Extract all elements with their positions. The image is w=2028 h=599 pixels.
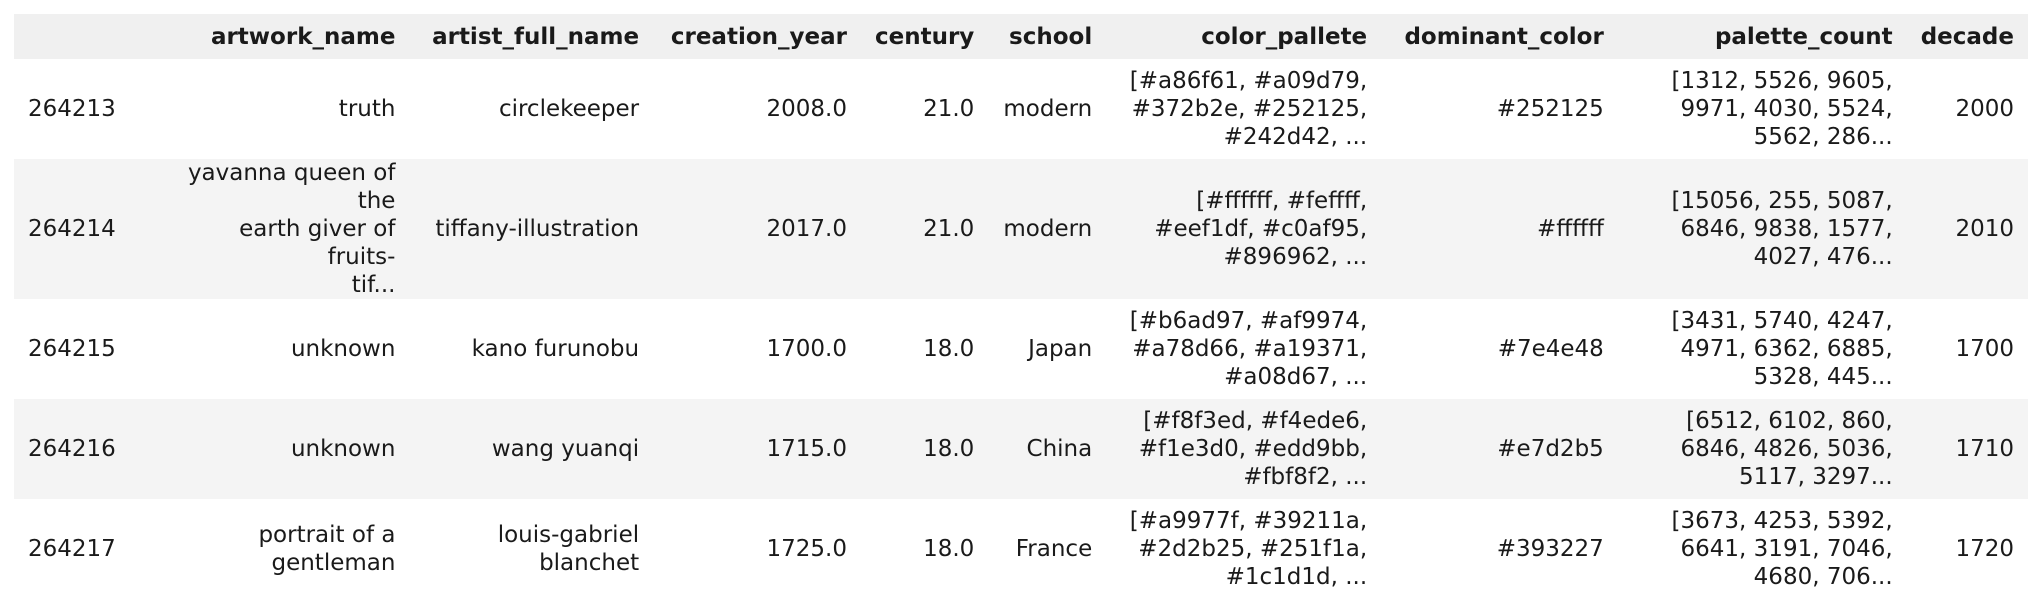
cell-artist-full-name: circlekeeper [409,59,654,159]
cell-artwork-name: unknown [153,399,410,499]
table-row: 264216 unknown wang yuanqi 1715.0 18.0 C… [14,399,2028,499]
cell-school: Japan [988,299,1107,399]
cell-index: 264213 [14,59,154,159]
cell-artist-full-name: louis-gabriel blanchet [409,499,654,599]
header-artwork-name: artwork_name [153,14,410,59]
cell-index: 264215 [14,299,154,399]
table-row: 264213 truth circlekeeper 2008.0 21.0 mo… [14,59,2028,159]
cell-palette-count: [3431, 5740, 4247, 4971, 6362, 6885, 532… [1617,299,1907,399]
cell-creation-year: 1715.0 [653,399,861,499]
cell-dominant-color: #e7d2b5 [1381,399,1618,499]
cell-decade: 2000 [1906,59,2028,159]
cell-color-pallete: [#b6ad97, #af9974, #a78d66, #a19371, #a0… [1106,299,1382,399]
cell-artist-full-name: wang yuanqi [409,399,654,499]
cell-creation-year: 2017.0 [653,159,861,299]
cell-color-pallete: [#a9977f, #39211a, #2d2b25, #251f1a, #1c… [1106,499,1382,599]
cell-dominant-color: #252125 [1381,59,1618,159]
table-header: artwork_name artist_full_name creation_y… [14,14,2028,59]
header-palette-count: palette_count [1617,14,1907,59]
cell-index: 264216 [14,399,154,499]
cell-artwork-name: yavanna queen of the earth giver of frui… [153,159,410,299]
cell-decade: 1710 [1906,399,2028,499]
cell-palette-count: [6512, 6102, 860, 6846, 4826, 5036, 5117… [1617,399,1907,499]
cell-palette-count: [1312, 5526, 9605, 9971, 4030, 5524, 556… [1617,59,1907,159]
header-century: century [860,14,989,59]
header-decade: decade [1906,14,2028,59]
cell-creation-year: 2008.0 [653,59,861,159]
table-body: 264213 truth circlekeeper 2008.0 21.0 mo… [14,59,2028,599]
header-school: school [988,14,1107,59]
header-row: artwork_name artist_full_name creation_y… [14,14,2028,59]
dataframe-table: artwork_name artist_full_name creation_y… [14,14,2028,599]
cell-artwork-name: truth [153,59,410,159]
cell-century: 21.0 [860,59,989,159]
cell-century: 18.0 [860,399,989,499]
cell-artwork-name: unknown [153,299,410,399]
cell-color-pallete: [#ffffff, #feffff, #eef1df, #c0af95, #89… [1106,159,1382,299]
cell-decade: 1720 [1906,499,2028,599]
table-row: 264217 portrait of a gentleman louis-gab… [14,499,2028,599]
cell-color-pallete: [#f8f3ed, #f4ede6, #f1e3d0, #edd9bb, #fb… [1106,399,1382,499]
cell-palette-count: [15056, 255, 5087, 6846, 9838, 1577, 402… [1617,159,1907,299]
table-row: 264215 unknown kano furunobu 1700.0 18.0… [14,299,2028,399]
cell-century: 21.0 [860,159,989,299]
cell-century: 18.0 [860,499,989,599]
cell-artist-full-name: tiffany-illustration [409,159,654,299]
cell-index: 264217 [14,499,154,599]
cell-school: China [988,399,1107,499]
cell-index: 264214 [14,159,154,299]
cell-creation-year: 1700.0 [653,299,861,399]
header-creation-year: creation_year [653,14,861,59]
cell-decade: 1700 [1906,299,2028,399]
header-dominant-color: dominant_color [1381,14,1618,59]
dataframe-container: artwork_name artist_full_name creation_y… [14,14,2028,599]
cell-decade: 2010 [1906,159,2028,299]
cell-artist-full-name: kano furunobu [409,299,654,399]
header-index [14,14,154,59]
cell-school: France [988,499,1107,599]
cell-palette-count: [3673, 4253, 5392, 6641, 3191, 7046, 468… [1617,499,1907,599]
cell-school: modern [988,159,1107,299]
cell-school: modern [988,59,1107,159]
cell-dominant-color: #ffffff [1381,159,1618,299]
cell-artwork-name: portrait of a gentleman [153,499,410,599]
cell-century: 18.0 [860,299,989,399]
cell-dominant-color: #7e4e48 [1381,299,1618,399]
cell-color-pallete: [#a86f61, #a09d79, #372b2e, #252125, #24… [1106,59,1382,159]
header-color-pallete: color_pallete [1106,14,1382,59]
cell-dominant-color: #393227 [1381,499,1618,599]
table-row: 264214 yavanna queen of the earth giver … [14,159,2028,299]
header-artist-full-name: artist_full_name [409,14,654,59]
cell-creation-year: 1725.0 [653,499,861,599]
